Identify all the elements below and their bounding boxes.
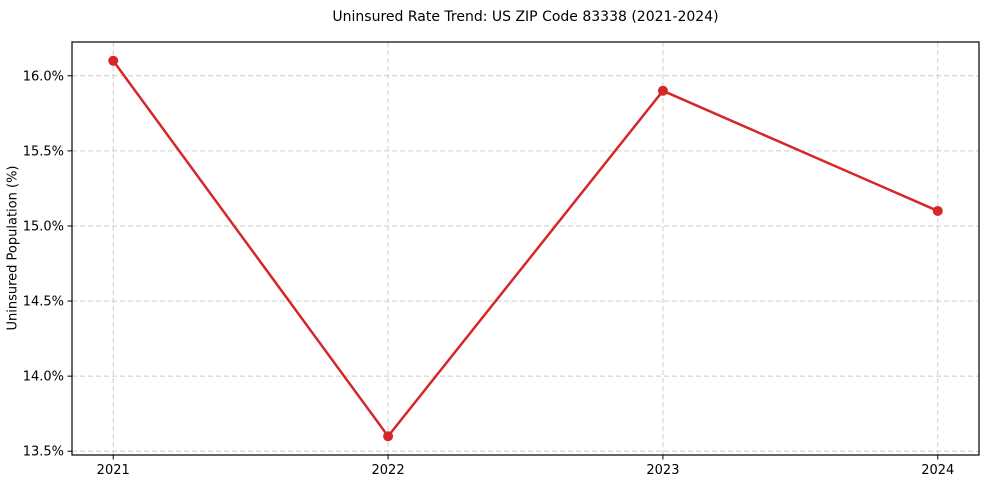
plot-frame — [71, 41, 980, 456]
y-tick-label: 14.0% — [23, 370, 64, 385]
data-point-2023 — [657, 85, 668, 96]
data-point-2021 — [108, 55, 119, 66]
data-point-2024 — [932, 205, 943, 216]
chart-title: Uninsured Rate Trend: US ZIP Code 83338 … — [332, 9, 719, 25]
x-tick-label: 2023 — [646, 463, 679, 478]
y-tick-label: 15.0% — [23, 219, 64, 234]
x-tick-label: 2024 — [921, 463, 954, 478]
y-tick-label: 13.5% — [23, 445, 64, 460]
x-tick-label: 2021 — [97, 463, 130, 478]
trend-line — [111, 59, 940, 438]
y-tick-label: 15.5% — [23, 144, 64, 159]
y-tick-label: 16.0% — [23, 69, 64, 84]
y-tick-label: 14.5% — [23, 295, 64, 310]
x-tick-label: 2022 — [372, 463, 405, 478]
data-point-2022 — [383, 431, 394, 442]
